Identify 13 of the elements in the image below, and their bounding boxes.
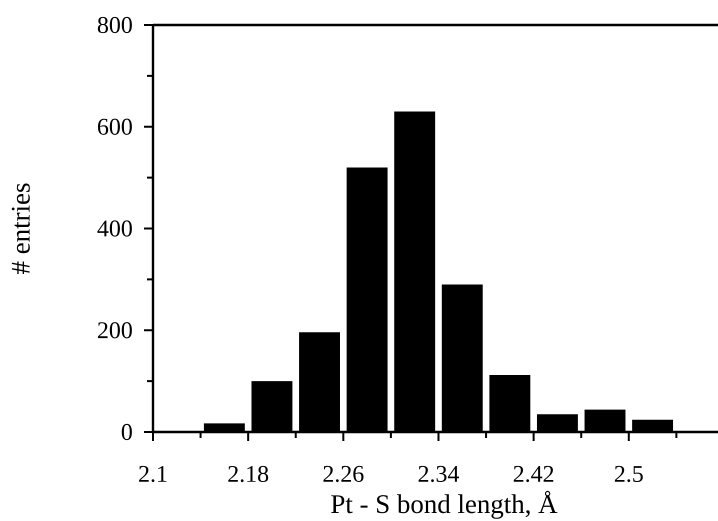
x-tick-label: 2.1 [139, 466, 167, 482]
x-tick-label: 2.26 [323, 466, 364, 482]
y-tick-label: 0 [122, 424, 132, 440]
x-tick-label: 2.42 [514, 466, 554, 482]
y-axis-title: # entries [12, 184, 30, 274]
y-tick-label: 200 [98, 322, 132, 338]
y-tick-label: 400 [97, 220, 132, 237]
x-axis-title: Pt - S bond length, Å [331, 490, 558, 519]
x-tick-label: 2.18 [228, 466, 268, 482]
y-tick-label: 800 [98, 16, 132, 34]
x-tick-label: 2.5 [614, 466, 643, 482]
y-tick-label: 600 [98, 118, 132, 135]
x-tick-label: 2.34 [418, 466, 460, 482]
